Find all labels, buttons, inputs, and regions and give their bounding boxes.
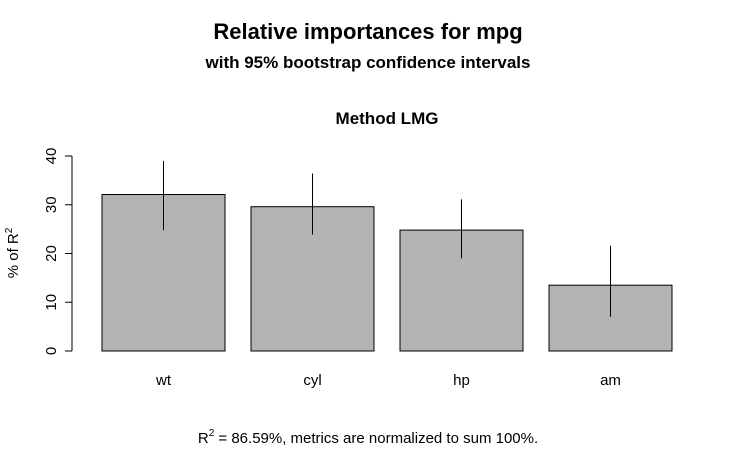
y-tick-label: 10 — [43, 294, 60, 311]
category-label: hp — [453, 372, 470, 389]
chart-title: Relative importances for mpg — [213, 19, 522, 44]
y-tick-label: 40 — [43, 148, 60, 165]
y-tick-label: 0 — [43, 347, 60, 355]
category-label: wt — [155, 372, 172, 389]
chart-subtitle: with 95% bootstrap confidence intervals — [205, 53, 531, 72]
category-label: cyl — [303, 372, 321, 389]
category-labels: wt cyl hp am — [155, 372, 621, 389]
category-label: am — [600, 372, 621, 389]
error-bars — [163, 160, 611, 317]
y-axis: 0 10 20 30 40 — [43, 148, 73, 355]
footnote: R2 = 86.59%, metrics are normalized to s… — [198, 428, 538, 447]
y-tick-label: 30 — [43, 196, 60, 213]
y-axis-label: % of R2 — [4, 227, 22, 278]
y-tick-label: 20 — [43, 245, 60, 262]
bars — [101, 194, 673, 352]
panel-title: Method LMG — [336, 109, 439, 128]
